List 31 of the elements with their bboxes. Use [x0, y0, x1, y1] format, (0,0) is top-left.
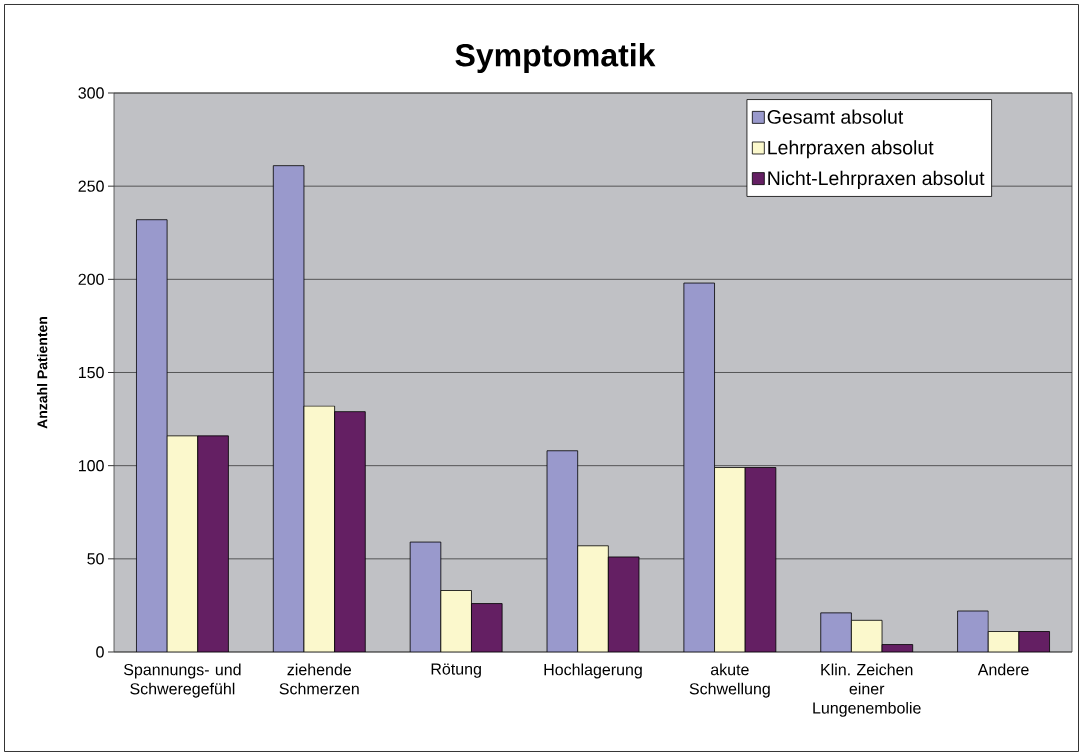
bar	[744, 467, 777, 652]
bar	[683, 282, 715, 652]
bar	[197, 435, 229, 652]
bar	[334, 411, 366, 652]
x-tick-label: Klin. Zeichen einer Lungenembolie	[813, 663, 921, 717]
y-tick-label: 200	[78, 273, 104, 285]
bar	[136, 219, 168, 652]
y-tick-label: 250	[78, 180, 104, 192]
y-tick-label: 0	[96, 646, 104, 658]
x-tick-label: Rötung	[431, 663, 481, 678]
bar	[272, 165, 305, 652]
legend-label: Gesamt absolut	[767, 109, 904, 124]
y-axis-title: Anzahl Patienten	[37, 316, 48, 429]
x-tick-label: Andere	[977, 663, 1029, 676]
legend-label: Nicht-Lehrpraxen absolut	[768, 170, 985, 189]
y-tick-label: 100	[79, 460, 104, 472]
x-tick-label: Hochlagerung	[544, 663, 642, 679]
bar	[409, 541, 442, 652]
x-tick-label: ziehende Schmerzen	[279, 663, 359, 695]
bar	[820, 612, 852, 652]
y-tick-label: 50	[87, 553, 104, 565]
bar	[471, 603, 503, 652]
chart-title: Symptomatik	[455, 43, 656, 73]
y-tick-label: 150	[79, 366, 104, 379]
bar	[607, 556, 640, 652]
bar	[546, 450, 579, 652]
y-tick-label: 300	[78, 87, 104, 99]
x-tick-label: Spannungs- und Schweregefühl	[124, 663, 241, 698]
bar	[957, 610, 989, 652]
legend-label: Lehrpraxen absolut	[768, 140, 934, 159]
x-tick-label: akute Schwellung	[689, 663, 770, 698]
